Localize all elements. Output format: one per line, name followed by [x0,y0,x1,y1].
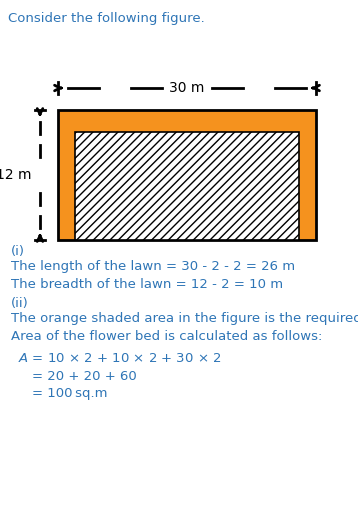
Text: 12 m: 12 m [0,168,32,182]
Text: The length of the lawn = 30 - 2 - 2 = 26 m: The length of the lawn = 30 - 2 - 2 = 26… [11,260,295,274]
Bar [58,110,316,240]
Text: = 20 + 20 + 60: = 20 + 20 + 60 [32,370,137,383]
Text: $\mathit{A}$ = 10 × 2 + 10 × 2 + 30 × 2: $\mathit{A}$ = 10 × 2 + 10 × 2 + 30 × 2 [18,352,221,366]
Text: (i): (i) [11,245,25,258]
Text: (ii): (ii) [11,297,29,310]
Text: The breadth of the lawn = 12 - 2 = 10 m: The breadth of the lawn = 12 - 2 = 10 m [11,278,283,291]
Bar [75,132,299,240]
Text: 30 m: 30 m [169,81,205,95]
Text: Area of the flower bed is calculated as follows:: Area of the flower bed is calculated as … [11,330,322,343]
Text: The orange shaded area in the figure is the required area.: The orange shaded area in the figure is … [11,312,358,326]
Text: Consider the following figure.: Consider the following figure. [8,12,205,25]
Text: = 100 sq.m: = 100 sq.m [32,387,108,400]
